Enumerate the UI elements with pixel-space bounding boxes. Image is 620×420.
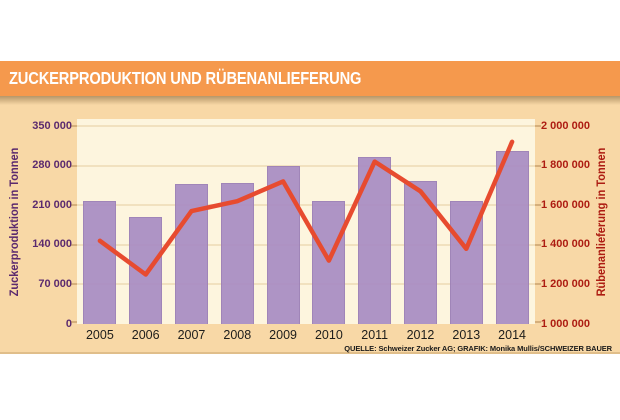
right-tick-label: 1 600 000	[541, 198, 590, 211]
left-tick-label: 210 000	[32, 198, 72, 211]
bar-2006	[129, 216, 163, 324]
right-tick-label: 1 400 000	[541, 238, 590, 251]
line-path	[97, 139, 515, 277]
x-label-2008: 2008	[223, 328, 252, 342]
left-tick-mark	[71, 204, 77, 207]
x-label-2005: 2005	[85, 328, 114, 342]
x-label-2012: 2012	[406, 328, 435, 342]
left-tick-label: 350 000	[32, 119, 72, 132]
right-tick-mark	[535, 321, 541, 323]
right-tick-label: 2 000 000	[541, 119, 590, 132]
right-tick-label: 1 200 000	[541, 277, 590, 290]
bar-2005	[83, 200, 117, 324]
left-tick-label: 0	[65, 317, 72, 330]
chart-title-bar: ZUCKERPRODUKTION UND RÜBENANLIEFERUNG	[0, 61, 620, 96]
left-tick-mark	[71, 164, 77, 167]
card-bottom-edge	[0, 352, 620, 354]
source-credit: QUELLE: Schweizer Zucker AG; GRAFIK: Mon…	[344, 344, 612, 353]
line-series	[97, 139, 515, 277]
left-tick-label: 280 000	[32, 159, 72, 172]
bar-2012	[404, 181, 437, 324]
x-label-2009: 2009	[269, 328, 297, 342]
x-label-2014: 2014	[498, 328, 526, 342]
header-shadow	[0, 96, 620, 105]
gridline	[77, 283, 535, 286]
left-tick-mark	[71, 125, 77, 127]
left-tick-label: 140 000	[32, 238, 72, 251]
right-tick-mark	[535, 283, 541, 286]
right-tick-mark	[535, 125, 541, 127]
right-tick-label: 1 800 000	[541, 159, 590, 172]
gridline	[77, 125, 535, 127]
right-axis-title: Rübenanlieferung in Tonnen	[596, 147, 608, 297]
plot-area	[77, 119, 535, 324]
right-tick-mark	[535, 164, 541, 167]
left-tick-mark	[71, 283, 77, 286]
bar-2008	[220, 182, 254, 324]
x-label-2006: 2006	[131, 328, 160, 342]
left-tick-mark	[71, 243, 77, 246]
right-tick-mark	[535, 204, 541, 207]
x-label-2010: 2010	[314, 328, 343, 342]
bar-2011	[358, 157, 392, 324]
left-tick-mark	[71, 321, 77, 323]
bar-2009	[266, 165, 300, 324]
left-tick-label: 70 000	[38, 277, 72, 290]
right-tick-mark	[535, 243, 541, 246]
gridline	[77, 204, 535, 207]
gridline	[77, 243, 535, 246]
gridline	[77, 164, 535, 167]
chart-title: ZUCKERPRODUKTION UND RÜBENANLIEFERUNG	[9, 68, 362, 88]
bar-2014	[495, 151, 529, 324]
x-label-2007: 2007	[177, 328, 206, 342]
chart-card: Zuckerproduktion in Tonnen Rübenanliefer…	[0, 96, 620, 354]
x-label-2011: 2011	[361, 328, 389, 342]
x-label-2013: 2013	[452, 328, 481, 342]
right-tick-label: 1 000 000	[541, 317, 590, 330]
